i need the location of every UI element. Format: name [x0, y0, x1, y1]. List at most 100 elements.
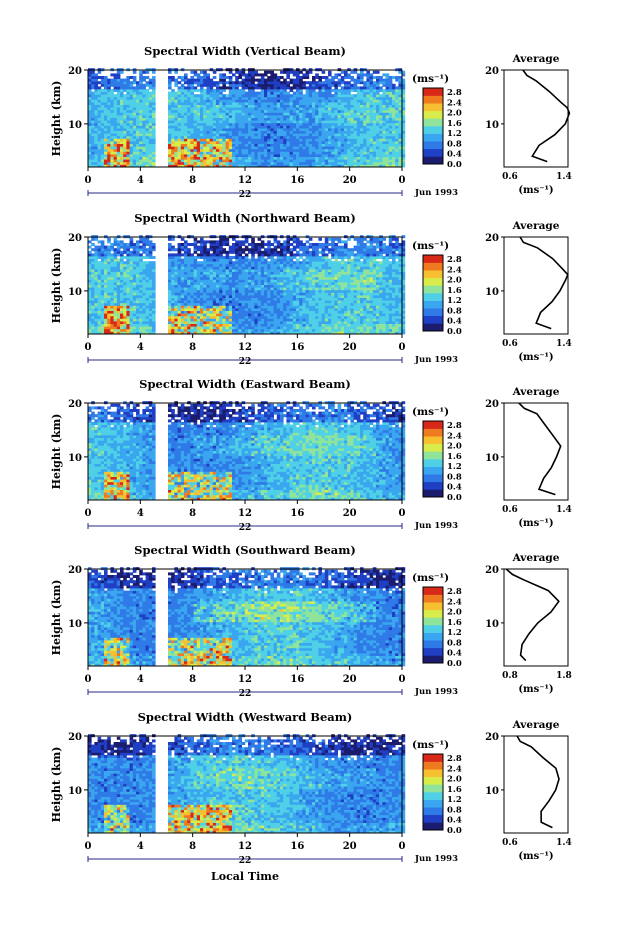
- heatmap-cell: [305, 135, 310, 139]
- heatmap-cell: [398, 130, 402, 134]
- heatmap-cell: [216, 115, 220, 118]
- heatmap-cell: [187, 81, 191, 85]
- heatmap-cell: [235, 91, 239, 95]
- heatmap-cell: [340, 122, 345, 126]
- heatmap-cell: [152, 161, 156, 165]
- heatmap-cell: [100, 253, 105, 257]
- heatmap-cell: [91, 295, 95, 298]
- heatmap-cell: [200, 89, 204, 92]
- heatmap-cell: [104, 128, 108, 131]
- heatmap-cell: [187, 331, 191, 335]
- heatmap-cell: [136, 159, 140, 163]
- heatmap-cell: [260, 83, 265, 87]
- heatmap-cell: [379, 112, 383, 116]
- heatmap-cell: [356, 151, 361, 155]
- heatmap-cell: [251, 164, 255, 168]
- heatmap-cell: [129, 146, 134, 150]
- heatmap-cell: [257, 78, 262, 82]
- heatmap-cell: [369, 156, 374, 160]
- heatmap-cell: [344, 133, 348, 137]
- heatmap-cell: [379, 159, 383, 163]
- heatmap-cell: [142, 141, 146, 144]
- heatmap-cell: [264, 109, 268, 113]
- heatmap-cell: [235, 164, 239, 168]
- heatmap-cell: [219, 331, 223, 335]
- heatmap-cell: [104, 83, 108, 87]
- heatmap-cell: [123, 328, 127, 332]
- heatmap-cell: [241, 148, 246, 152]
- heatmap-cell: [312, 128, 316, 131]
- heatmap-cell: [129, 128, 134, 131]
- heatmap-cell: [193, 128, 198, 131]
- heatmap-cell: [177, 287, 182, 291]
- heatmap-cell: [244, 141, 249, 144]
- heatmap-cell: [260, 94, 265, 98]
- heatmap-cell: [219, 154, 223, 157]
- heatmap-cell: [212, 279, 217, 283]
- heatmap-cell: [184, 156, 188, 160]
- heatmap-cell: [222, 156, 226, 160]
- heatmap-cell: [248, 141, 252, 144]
- heatmap-cell: [344, 156, 348, 160]
- heatmap-cell: [344, 70, 348, 74]
- heatmap-cell: [196, 141, 201, 144]
- heatmap-cell: [312, 146, 316, 150]
- heatmap-cell: [209, 83, 214, 87]
- heatmap-cell: [116, 282, 121, 285]
- heatmap-cell: [219, 115, 223, 118]
- heatmap-cell: [225, 151, 230, 155]
- heatmap-cell: [190, 289, 194, 293]
- heatmap-cell: [216, 326, 220, 330]
- heatmap-cell: [139, 86, 143, 90]
- heatmap-cell: [356, 146, 361, 150]
- heatmap-cell: [100, 146, 105, 150]
- heatmap-cell: [152, 269, 156, 272]
- heatmap-cell: [88, 104, 92, 108]
- heatmap-cell: [276, 130, 281, 134]
- heatmap-cell: [241, 102, 246, 105]
- heatmap-cell: [209, 297, 214, 301]
- heatmap-cell: [344, 146, 348, 150]
- heatmap-cell: [328, 154, 332, 157]
- heatmap-cell: [187, 156, 191, 160]
- heatmap-cell: [251, 154, 255, 157]
- heatmap-cell: [203, 295, 207, 298]
- heatmap-cell: [107, 248, 111, 252]
- heatmap-cell: [225, 287, 230, 291]
- heatmap-cell: [222, 73, 226, 77]
- heatmap-cell: [219, 89, 223, 92]
- heatmap-cell: [168, 143, 172, 147]
- heatmap-cell: [289, 133, 294, 137]
- heatmap-cell: [129, 263, 134, 267]
- heatmap-cell: [97, 318, 102, 322]
- heatmap-cell: [126, 245, 130, 249]
- heatmap-cell: [113, 83, 118, 87]
- heatmap-cell: [235, 271, 239, 275]
- heatmap-cell: [190, 253, 194, 257]
- heatmap-cell: [148, 138, 153, 142]
- heatmap-cell: [91, 256, 95, 259]
- heatmap-cell: [289, 122, 294, 126]
- heatmap-cell: [331, 117, 335, 121]
- heatmap-cell: [148, 297, 153, 301]
- heatmap-cell: [184, 159, 188, 163]
- heatmap-cell: [203, 151, 207, 155]
- heatmap-cell: [238, 318, 242, 322]
- heatmap-cell: [302, 81, 306, 85]
- heatmap-cell: [222, 138, 226, 142]
- heatmap-cell: [152, 154, 156, 157]
- heatmap-cell: [200, 104, 204, 108]
- heatmap-cell: [398, 104, 402, 108]
- heatmap-cell: [206, 269, 210, 272]
- heatmap-cell: [376, 104, 380, 108]
- heatmap-cell: [395, 125, 399, 129]
- heatmap-cell: [232, 91, 236, 95]
- heatmap-cell: [340, 138, 345, 142]
- heatmap-cell: [145, 326, 150, 330]
- heatmap-cell: [190, 81, 194, 85]
- heatmap-cell: [302, 154, 306, 157]
- heatmap-cell: [88, 321, 92, 324]
- heatmap-cell: [203, 161, 207, 165]
- heatmap-cell: [88, 292, 92, 296]
- heatmap-cell: [206, 94, 210, 98]
